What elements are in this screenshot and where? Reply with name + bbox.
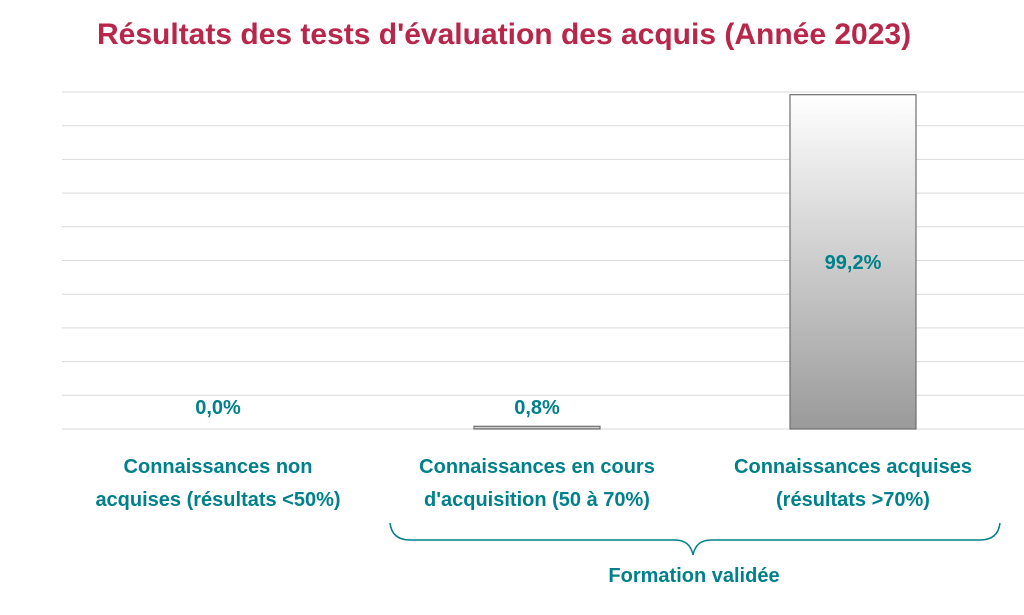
category-labels: Connaissances non acquises (résultats <50… [95,456,972,511]
bar-2 [473,425,601,430]
bracket-label: Formation validée [608,565,779,587]
formation-validee-brace [389,522,1001,556]
category-label-2-line-1: Connaissances en cours [419,456,655,478]
category-label-2-line-2: d'acquisition (50 à 70%) [424,489,650,511]
data-label-2: 0,8% [514,397,560,419]
data-labels: 0,0% 0,8% 99,2% [195,252,881,419]
chart-title: Résultats des tests d'évaluation des acq… [97,18,911,51]
bar-3 [789,94,917,430]
data-label-3: 99,2% [825,252,882,274]
data-label-1: 0,0% [195,397,241,419]
bars [473,94,917,430]
category-label-1-line-1: Connaissances non [124,456,313,478]
category-label-1-line-2: acquises (résultats <50%) [95,489,340,511]
category-label-3-line-2: (résultats >70%) [776,489,930,511]
category-label-3-line-1: Connaissances acquises [734,456,972,478]
